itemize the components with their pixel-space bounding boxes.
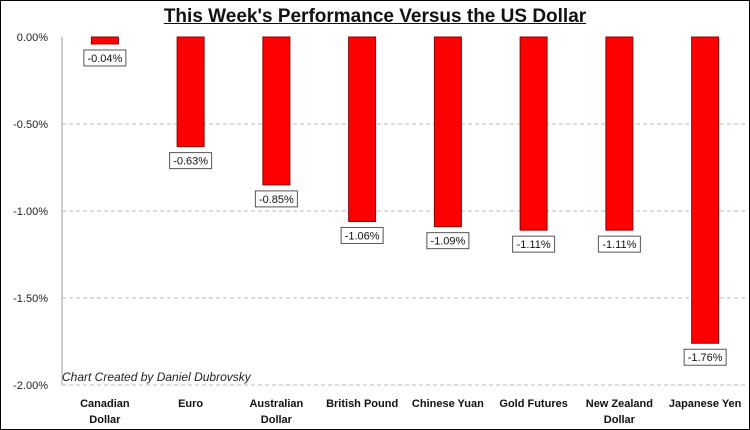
data-label: -1.09% — [430, 236, 465, 248]
data-label-box — [426, 232, 470, 250]
data-label: -1.11% — [602, 239, 636, 251]
y-tick-label: 0.00% — [17, 32, 48, 44]
data-label: -1.06% — [345, 230, 380, 242]
category-label: Chinese Yuan — [412, 398, 484, 410]
category-label: Dollar — [604, 414, 636, 426]
data-label-box — [169, 152, 213, 170]
bar — [519, 36, 548, 231]
y-tick-label: -0.50% — [13, 119, 48, 131]
category-label: Dollar — [261, 414, 293, 426]
bar — [90, 36, 119, 45]
chart-credit: Chart Created by Daniel Dubrovsky — [62, 370, 251, 384]
data-label: -0.85% — [259, 194, 294, 206]
data-label-box — [683, 348, 727, 366]
bar — [433, 36, 462, 228]
y-tick-label: -2.00% — [13, 380, 48, 392]
category-label: Japanese Yen — [669, 398, 742, 410]
y-tick-label: -1.00% — [13, 206, 48, 218]
category-label: New Zealand — [586, 398, 653, 410]
bar — [348, 36, 377, 222]
category-label: Dollar — [89, 414, 121, 426]
category-label: Euro — [178, 398, 203, 410]
data-label-box — [83, 49, 127, 67]
data-label: -1.76% — [688, 352, 723, 364]
data-label-box — [597, 235, 641, 253]
category-label: Gold Futures — [499, 398, 567, 410]
data-label: -1.11% — [517, 239, 551, 251]
data-label-box — [340, 226, 384, 244]
bar — [262, 36, 291, 186]
data-label: -0.04% — [87, 53, 122, 65]
y-tick-label: -1.50% — [13, 293, 48, 305]
bar — [176, 36, 205, 148]
category-label: Australian — [249, 398, 303, 410]
data-label-box — [512, 235, 556, 253]
chart-title: This Week's Performance Versus the US Do… — [163, 6, 587, 27]
data-label-box — [254, 190, 298, 208]
bar — [691, 36, 720, 344]
category-label: British Pound — [326, 398, 398, 410]
category-label: Canadian — [80, 398, 130, 410]
bar — [605, 36, 634, 231]
data-label: -0.63% — [173, 156, 208, 168]
